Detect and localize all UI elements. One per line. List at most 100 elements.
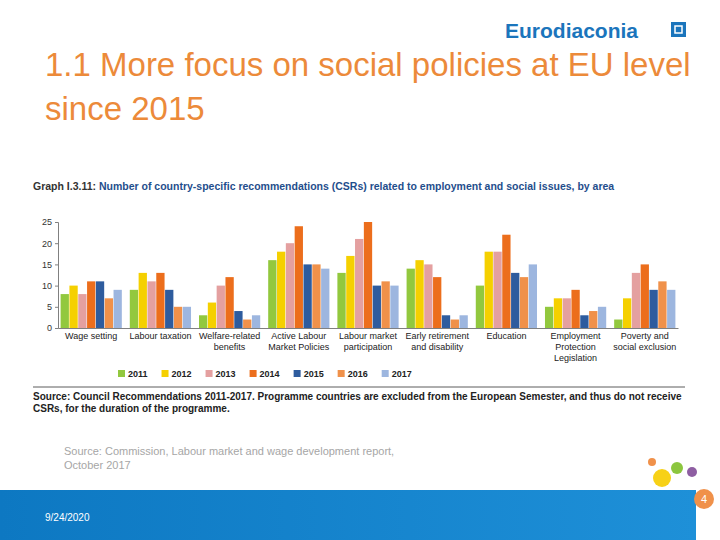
bar-series <box>114 264 676 328</box>
x-tick-label: Wage setting <box>65 331 117 341</box>
legend-item: 2014 <box>250 369 280 379</box>
x-tick: EmploymentProtectionLegislation <box>551 331 602 363</box>
legend-label: 2014 <box>260 369 280 379</box>
bar <box>641 264 649 328</box>
bar <box>208 303 216 328</box>
bar <box>87 281 95 328</box>
bar <box>433 277 441 328</box>
x-axis-line <box>59 328 679 329</box>
x-tick: Education <box>486 331 526 341</box>
bar-series <box>69 252 631 328</box>
bar <box>390 286 398 328</box>
bar <box>563 298 571 328</box>
x-tick: Labour taxation <box>129 331 191 341</box>
bar <box>554 298 562 328</box>
x-tick-label: Education <box>486 331 526 341</box>
bar <box>598 307 606 328</box>
bar <box>442 315 450 328</box>
bar <box>303 264 311 328</box>
legend-item: 2012 <box>162 369 192 379</box>
y-tick-mark <box>55 243 58 244</box>
y-axis-line <box>55 223 59 329</box>
bar <box>346 256 354 328</box>
bar <box>381 281 389 328</box>
y-tick-mark <box>55 222 58 223</box>
bar <box>139 273 147 328</box>
bar <box>174 307 182 328</box>
x-tick: Wage setting <box>65 331 117 341</box>
footer-band <box>0 490 696 540</box>
x-tick: Poverty andsocial exclusion <box>613 331 676 352</box>
y-tick: 5 <box>47 302 58 312</box>
heading: 1.1 More focus on social policies at EU … <box>45 46 691 127</box>
bar <box>649 290 657 328</box>
legend-item: 2017 <box>382 369 412 379</box>
bar <box>589 311 597 328</box>
logo-icon-inner <box>675 26 682 33</box>
logo-icon <box>671 22 686 37</box>
bar <box>355 239 363 328</box>
y-tick-mark <box>55 286 58 287</box>
bar <box>321 269 329 328</box>
bar <box>295 226 303 328</box>
y-tick: 25 <box>42 217 58 227</box>
x-tick-label: Welfare-relatedbenefits <box>199 331 260 352</box>
legend-item: 2016 <box>338 369 368 379</box>
bar <box>225 277 233 328</box>
y-tick-mark <box>55 307 58 308</box>
bar-series <box>87 222 649 328</box>
bar <box>234 311 242 328</box>
legend-label: 2011 <box>128 369 148 379</box>
x-tick: Early retirementand disability <box>405 331 469 352</box>
y-tick-label: 10 <box>42 281 52 291</box>
y-axis: 0 5 10 15 20 25 <box>42 217 59 333</box>
legend-label: 2013 <box>216 369 236 379</box>
bar <box>407 269 415 328</box>
legend: 2011 2012 2013 2014 2015 2016 2017 <box>118 369 412 379</box>
page-number: 4 <box>701 493 707 505</box>
legend-item: 2013 <box>206 369 236 379</box>
bar-series <box>61 260 623 328</box>
bar <box>199 315 207 328</box>
decor-dot <box>653 469 671 487</box>
bar <box>364 222 372 328</box>
bar <box>476 286 484 328</box>
bar <box>268 260 276 328</box>
legend-swatch <box>206 370 213 377</box>
slide: Eurodiaconia1.1 More focus on social pol… <box>0 0 720 540</box>
x-tick: Labour marketparticipation <box>339 331 398 352</box>
bar <box>529 264 537 328</box>
legend-swatch <box>118 370 125 377</box>
bar <box>243 320 251 328</box>
bar <box>277 252 285 328</box>
y-tick: 15 <box>42 260 58 270</box>
y-tick-mark <box>55 328 58 329</box>
slide-source: Source: Commission, Labour market and wa… <box>64 445 394 471</box>
x-tick-label: Labour taxation <box>129 331 191 341</box>
y-tick-label: 20 <box>42 239 52 249</box>
bar <box>658 281 666 328</box>
legend-label: 2015 <box>304 369 324 379</box>
decor-dot <box>648 458 656 466</box>
bar <box>502 235 510 328</box>
bar <box>580 315 588 328</box>
bar <box>667 290 675 328</box>
x-axis: Wage setting Labour taxation Welfare-relat… <box>59 329 679 364</box>
decor-dot <box>671 462 683 474</box>
bar <box>130 290 138 328</box>
bar-series <box>78 239 640 328</box>
x-tick-label: Labour marketparticipation <box>339 331 398 352</box>
chart-title: Graph I.3.11: Number of country-specific… <box>33 180 614 192</box>
y-tick: 0 <box>47 323 58 333</box>
x-tick-label: Poverty andsocial exclusion <box>613 331 676 352</box>
bar <box>96 281 104 328</box>
bar <box>545 307 553 328</box>
bar-series <box>105 264 667 328</box>
y-tick: 20 <box>42 239 58 249</box>
bar <box>252 315 260 328</box>
y-tick: 10 <box>42 281 58 291</box>
bar <box>69 286 77 328</box>
bar <box>183 307 191 328</box>
bar <box>373 286 381 328</box>
bar <box>451 320 459 328</box>
